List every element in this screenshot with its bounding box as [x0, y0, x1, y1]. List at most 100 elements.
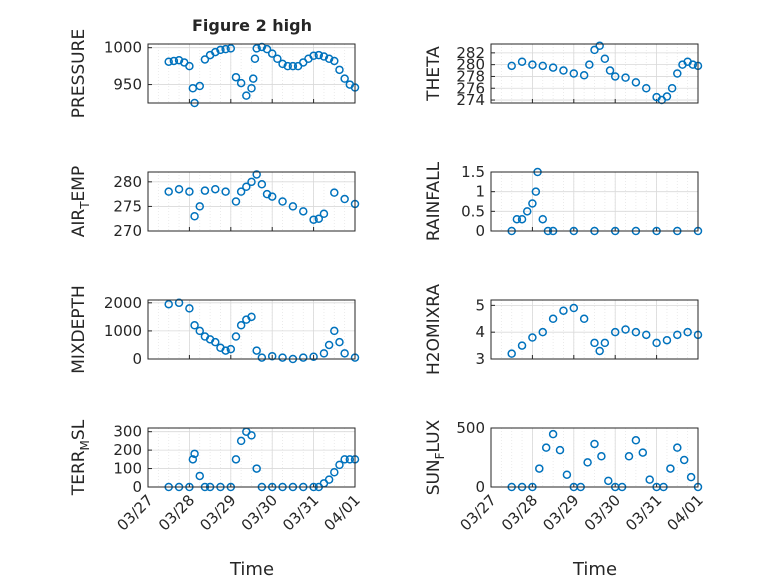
data-point	[340, 349, 349, 358]
data-point	[330, 188, 339, 197]
data-point	[174, 298, 184, 308]
data-point	[662, 335, 672, 345]
y-tick-label: 4	[475, 323, 485, 341]
x-axis-label-left: Time	[229, 559, 274, 580]
data-point	[683, 327, 692, 337]
data-point	[247, 84, 256, 93]
data-point	[330, 468, 339, 477]
data-point	[340, 455, 349, 464]
data-point	[631, 78, 641, 87]
data-point	[200, 186, 210, 195]
x-tick-label: 03/31	[622, 491, 665, 534]
data-point	[252, 464, 261, 473]
data-point	[507, 61, 516, 71]
data-point	[652, 338, 661, 348]
y-tick-label: 5	[475, 296, 485, 314]
y-tick-label: 0	[475, 222, 485, 240]
plot-area	[148, 428, 355, 487]
data-point	[164, 187, 173, 196]
data-point	[257, 180, 267, 189]
data-point	[642, 84, 651, 93]
data-point	[185, 304, 194, 313]
y-tick-label: 1000	[104, 39, 142, 57]
data-point	[252, 170, 261, 179]
data-point	[309, 215, 318, 224]
chart-panel-h2omixra: 3 4 5 H2OMIXRA	[424, 284, 703, 375]
data-point	[638, 448, 648, 457]
y-tick-label: 500	[456, 419, 485, 437]
chart-panel-sun_flux: 0 500 SUNFLUX 03/2703/2803/2903/3003/3104/0…	[424, 419, 707, 534]
data-point	[174, 184, 184, 194]
data-point	[288, 202, 298, 211]
data-point	[221, 187, 230, 196]
data-point	[621, 73, 630, 82]
data-point	[185, 187, 194, 196]
data-point	[247, 312, 256, 322]
axes-frame	[147, 43, 356, 104]
data-point	[340, 74, 349, 83]
data-point	[221, 44, 230, 54]
data-point	[299, 353, 308, 362]
data-point	[283, 61, 292, 71]
data-point	[319, 52, 329, 61]
data-point	[610, 72, 620, 81]
y-axis-label: MIXDEPTH	[69, 285, 89, 374]
data-point	[673, 443, 682, 452]
data-point	[688, 60, 698, 69]
data-point	[579, 71, 589, 80]
data-point	[517, 214, 527, 224]
axes-frame	[490, 171, 699, 232]
data-point	[221, 346, 230, 355]
y-axis-label: SUNFLUX	[424, 419, 447, 495]
data-point	[522, 207, 532, 216]
data-point	[267, 351, 277, 361]
plot-area	[491, 428, 698, 487]
data-point	[319, 349, 329, 358]
figure-title: Figure 2 high	[192, 16, 312, 35]
data-point	[288, 61, 298, 71]
data-point	[319, 209, 329, 219]
data-point	[195, 202, 204, 211]
data-point	[164, 299, 173, 309]
data-point	[226, 44, 236, 53]
data-point	[273, 54, 282, 63]
data-point	[309, 352, 318, 362]
data-point	[314, 50, 324, 60]
data-point	[631, 436, 641, 445]
data-point	[190, 321, 199, 330]
data-point	[662, 92, 672, 101]
data-point	[248, 74, 258, 83]
data-point	[247, 177, 256, 187]
data-point	[330, 56, 339, 66]
data-point	[340, 194, 349, 204]
data-point	[226, 344, 236, 354]
data-point	[267, 192, 277, 201]
data-point	[188, 455, 198, 464]
data-point	[195, 81, 204, 91]
data-point	[548, 314, 558, 324]
data-point	[579, 314, 589, 324]
y-axis-label: AIRTEMP	[69, 166, 92, 237]
x-tick-label: 03/29	[539, 491, 582, 534]
axes-frame	[147, 171, 356, 232]
data-point	[600, 338, 610, 348]
x-tick-label: 04/01	[321, 491, 364, 534]
data-point	[231, 197, 241, 206]
axes-frame	[147, 427, 356, 488]
data-point	[528, 60, 537, 69]
data-point	[569, 69, 579, 78]
x-tick-label: 03/29	[196, 491, 239, 534]
data-point	[528, 333, 537, 342]
data-point	[538, 327, 547, 337]
chart-panel-pressure: 950 1000 PRESSURE	[69, 29, 360, 118]
chart-panel-rainfall: 0 0.51 1.5 RAINFALL	[424, 161, 703, 241]
data-point	[278, 59, 287, 69]
data-point	[621, 325, 630, 334]
y-axis-label: TERRMSL	[69, 419, 92, 496]
data-point	[242, 91, 251, 100]
data-point	[604, 476, 613, 486]
data-point	[642, 330, 651, 340]
data-point	[231, 455, 241, 464]
